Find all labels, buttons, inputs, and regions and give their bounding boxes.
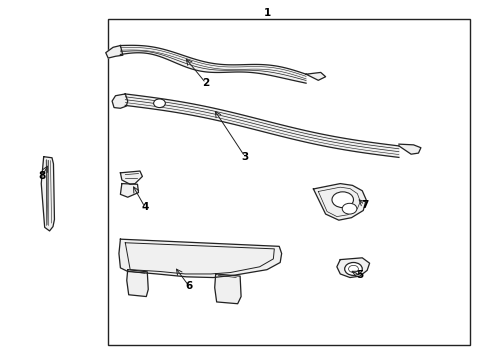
Text: 8: 8 [39, 171, 46, 181]
Polygon shape [41, 157, 54, 231]
Polygon shape [314, 184, 366, 220]
Text: 7: 7 [361, 200, 368, 210]
Polygon shape [337, 258, 369, 278]
Circle shape [348, 265, 358, 273]
Text: 1: 1 [263, 8, 270, 18]
Text: 2: 2 [202, 78, 210, 88]
Polygon shape [125, 94, 399, 157]
Text: 4: 4 [141, 202, 148, 212]
Bar [108, 19, 470, 345]
Circle shape [332, 192, 353, 208]
Polygon shape [119, 239, 282, 278]
Circle shape [342, 203, 357, 214]
Polygon shape [121, 184, 139, 197]
Polygon shape [106, 45, 123, 58]
Circle shape [344, 262, 362, 275]
Polygon shape [121, 45, 306, 83]
Polygon shape [112, 94, 128, 108]
Polygon shape [306, 72, 326, 80]
Circle shape [154, 99, 165, 108]
Text: 6: 6 [185, 281, 193, 291]
Text: 3: 3 [242, 152, 248, 162]
Polygon shape [399, 144, 421, 154]
Polygon shape [121, 171, 143, 184]
Text: 5: 5 [356, 270, 364, 280]
Polygon shape [215, 274, 241, 304]
Polygon shape [127, 270, 148, 297]
